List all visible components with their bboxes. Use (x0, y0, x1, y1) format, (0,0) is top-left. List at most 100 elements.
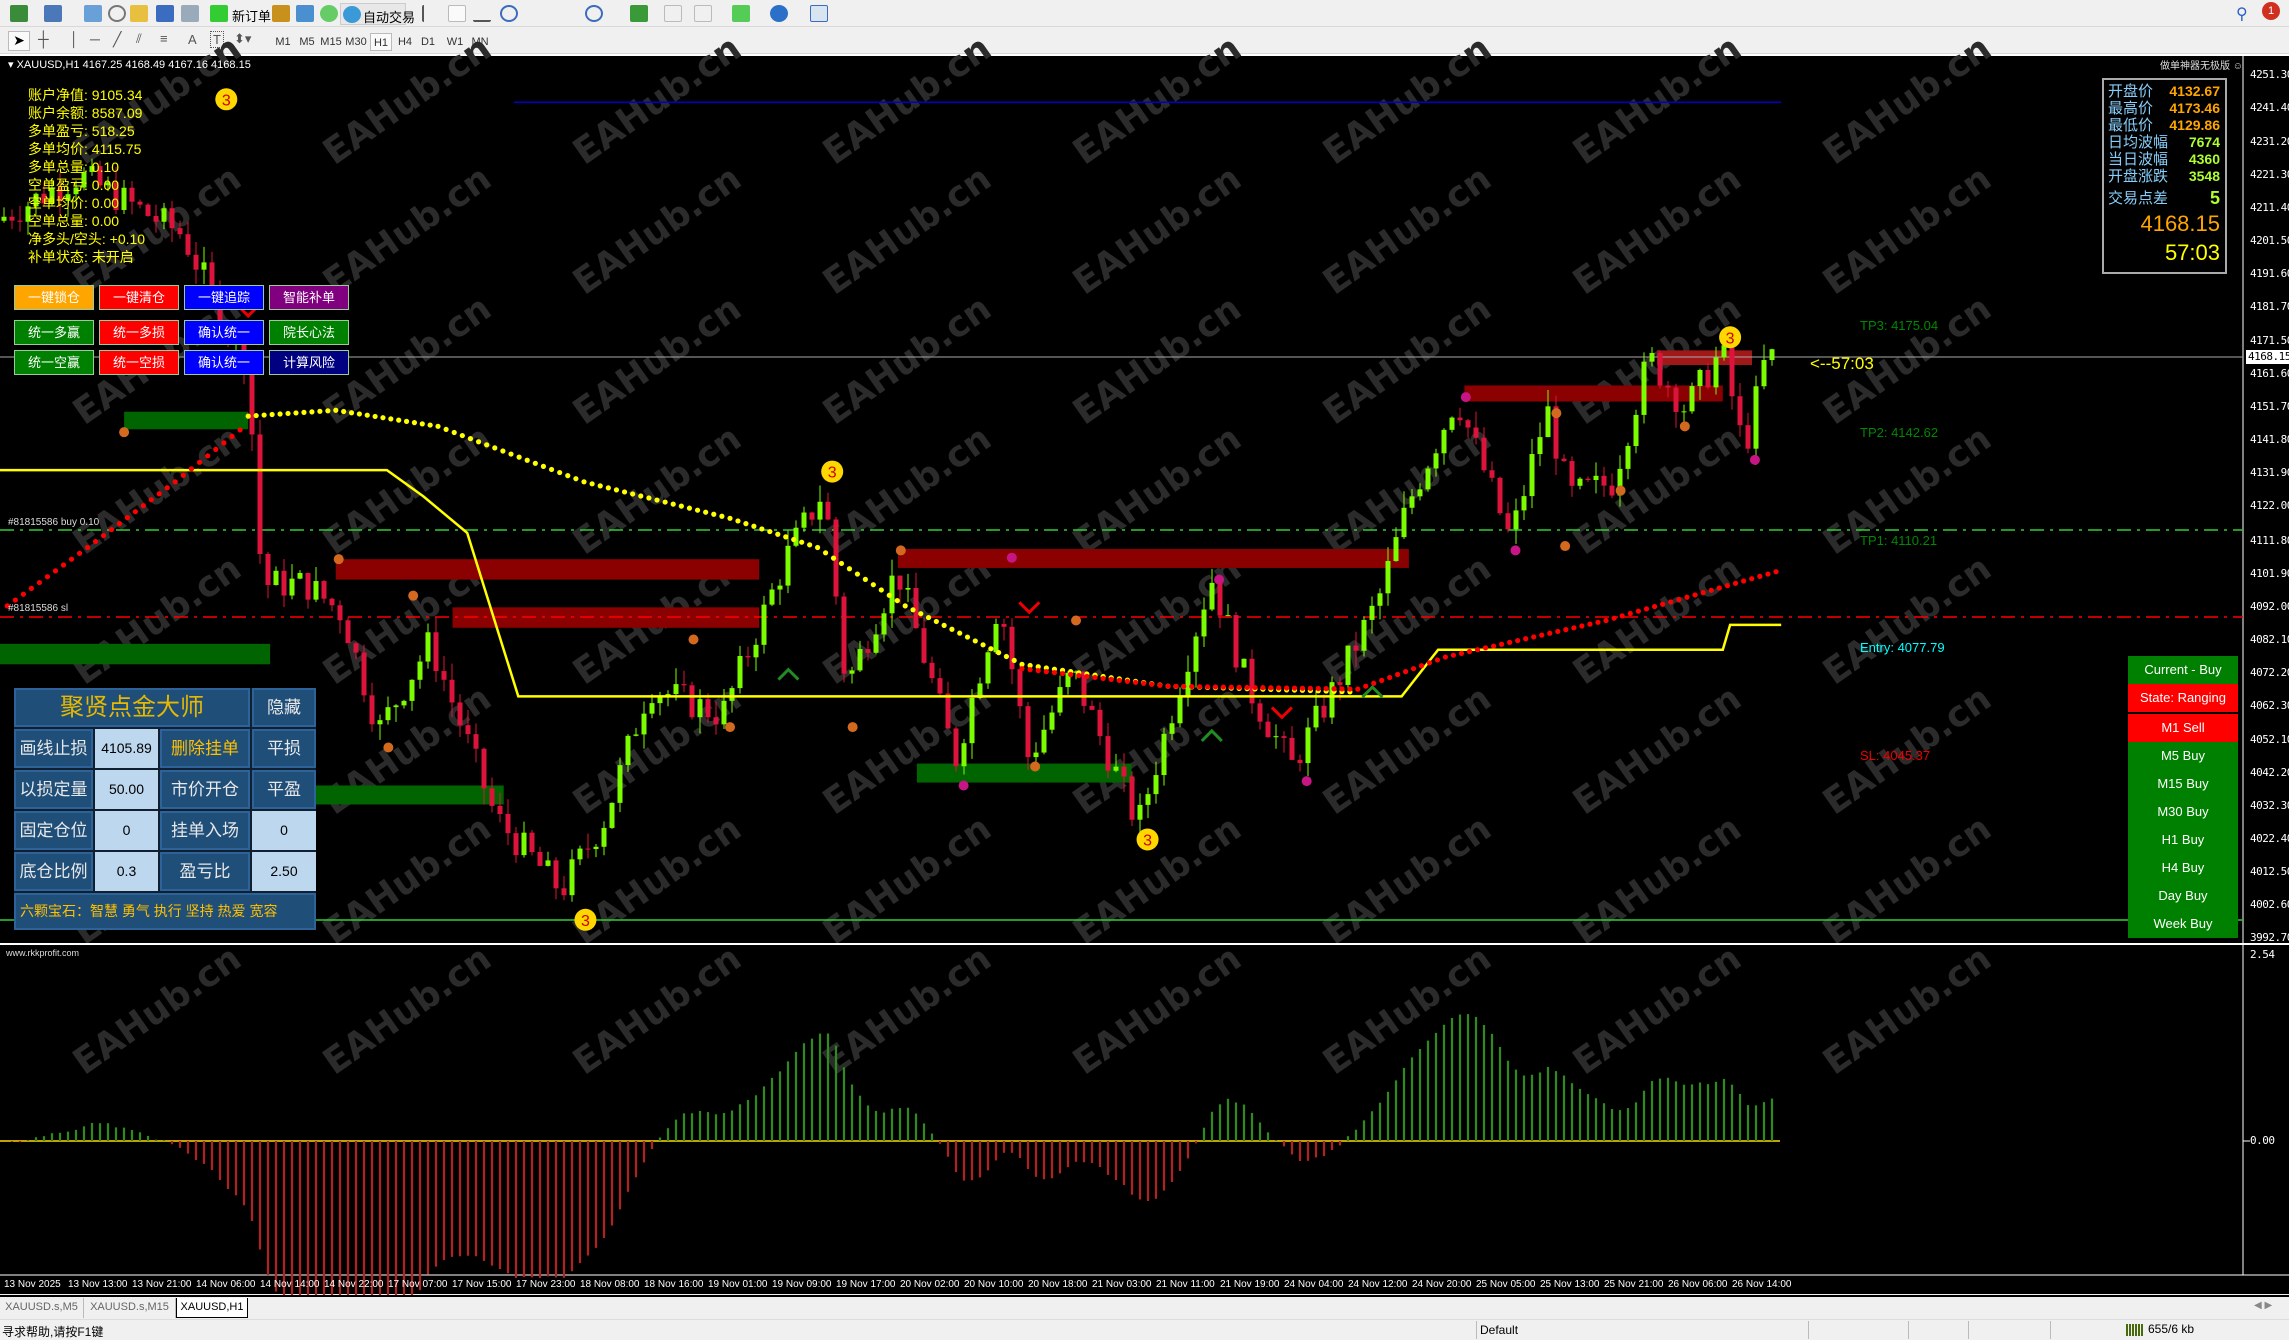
timeframe-m5[interactable]: M5 (299, 36, 315, 48)
panel-value-input[interactable]: 0 (252, 811, 316, 850)
ma-dot (933, 618, 939, 625)
navigator-icon[interactable] (130, 5, 148, 22)
hide-button[interactable]: 隐藏 (252, 688, 316, 727)
timeframe-m15[interactable]: M15 (320, 36, 342, 48)
trail-dot (1157, 682, 1163, 688)
crosshair-data-window-icon[interactable] (108, 5, 126, 22)
timeframe-m30[interactable]: M30 (345, 36, 367, 48)
timeframe-h4[interactable]: H4 (397, 36, 413, 48)
candle (289, 578, 295, 596)
panel-value-input[interactable]: 0.3 (95, 852, 158, 891)
market-icon[interactable] (320, 5, 338, 22)
chart-tab[interactable]: XAUUSD.s,M15 (84, 1298, 176, 1318)
action-button[interactable]: 统一多损 (99, 320, 179, 345)
panel-action-button[interactable]: 删除挂单 (160, 729, 250, 768)
timeframe-m1[interactable]: M1 (275, 36, 291, 48)
action-button[interactable]: 计算风险 (269, 350, 349, 375)
search-icon[interactable]: ⚲ (2236, 6, 2248, 23)
timeframe-w1[interactable]: W1 (446, 36, 464, 48)
candlestick-chart-icon[interactable] (448, 5, 466, 22)
periods-icon[interactable] (770, 5, 788, 22)
auto-trading-button[interactable]: 自动交易 (340, 3, 415, 25)
trendline-icon[interactable]: ╱ (113, 31, 122, 47)
trail-dot (1450, 652, 1457, 658)
panel-close-button[interactable]: 平盈 (252, 770, 316, 809)
action-button[interactable]: 确认统一 (184, 320, 264, 345)
entry-label: Entry: 4077.79 (1860, 640, 1945, 655)
ma-dot (516, 454, 522, 460)
ma-dot (751, 523, 757, 529)
info-value: 未开启 (91, 249, 134, 265)
profiles-icon[interactable] (44, 5, 62, 22)
action-button[interactable]: 院长心法 (269, 320, 349, 345)
trail-dot (1749, 576, 1755, 582)
crosshair-icon[interactable]: ┼ (38, 31, 49, 48)
panel-value-input[interactable]: 2.50 (252, 852, 316, 891)
templates-icon[interactable] (810, 5, 828, 22)
text-icon[interactable]: A (188, 32, 197, 47)
panel-close-button[interactable]: 平损 (252, 729, 316, 768)
panel-value-input[interactable]: 0 (95, 811, 158, 850)
action-button[interactable]: 确认统一 (184, 350, 264, 375)
auto-scroll-icon[interactable] (694, 5, 712, 22)
action-button[interactable]: 一键锁仓 (14, 285, 94, 310)
action-button[interactable]: 统一空损 (99, 350, 179, 375)
horizontal-line-icon[interactable]: ─ (90, 31, 100, 47)
new-order-button[interactable]: 新订单 (210, 3, 271, 25)
bar-chart-icon[interactable] (422, 5, 432, 22)
timeframe-mn[interactable]: MN (471, 36, 489, 48)
scroll-tabs-arrows[interactable]: ◀ ▶ (2254, 1300, 2273, 1311)
new-chart-icon[interactable] (10, 5, 28, 22)
ma-dot (646, 495, 652, 501)
candle (1289, 737, 1295, 760)
ma-dot (838, 560, 845, 567)
arrows-icon[interactable]: ⬍▾ (234, 31, 252, 46)
candle (801, 512, 807, 528)
zoom-out-icon[interactable] (585, 5, 603, 22)
channel-icon[interactable]: ⫽ (136, 31, 142, 46)
timeframe-h1[interactable]: H1 (370, 33, 392, 51)
panel-value-input[interactable]: 4105.89 (95, 729, 158, 768)
action-button[interactable]: 一键追踪 (184, 285, 264, 310)
metaeditor-icon[interactable] (272, 5, 290, 22)
market-watch-icon[interactable] (84, 5, 102, 22)
action-button[interactable]: 统一空赢 (14, 350, 94, 375)
panel-action-button[interactable]: 盈亏比 (160, 852, 250, 891)
action-button[interactable]: 一键清仓 (99, 285, 179, 310)
info-value: 0.00 (91, 195, 120, 211)
text-label-icon[interactable]: T (210, 31, 224, 48)
chart-tab[interactable]: XAUUSD.s,M5 (0, 1298, 84, 1318)
zoom-in-icon[interactable] (500, 5, 518, 22)
candle (1665, 385, 1671, 388)
chart-shift-icon[interactable] (664, 5, 682, 22)
cursor-icon[interactable]: ➤ (8, 31, 30, 51)
oscillator-label: www.rkkprofit.com (6, 948, 80, 958)
tile-windows-icon[interactable] (630, 5, 648, 22)
candle (1041, 729, 1047, 753)
osc-axis-zero: 0.00 (2250, 1134, 2275, 1147)
fibonacci-icon[interactable]: ≡ (160, 31, 168, 46)
main-toolbar: 新订单 自动交易 ⚲ 1 (0, 0, 2289, 27)
ma-dot (411, 420, 418, 426)
action-button[interactable]: 统一多赢 (14, 320, 94, 345)
line-chart-icon[interactable] (473, 5, 491, 22)
vertical-line-icon[interactable]: │ (70, 31, 79, 47)
notification-badge[interactable]: 1 (2262, 2, 2280, 20)
strategy-tester-icon[interactable] (181, 5, 199, 22)
panel-action-button[interactable]: 市价开仓 (160, 770, 250, 809)
trade-panel-title: 聚贤点金大师 (14, 688, 250, 727)
signals-icon[interactable] (296, 5, 314, 22)
panel-action-button[interactable]: 挂单入场 (160, 811, 250, 850)
panel-value-input[interactable]: 50.00 (95, 770, 158, 809)
indicators-icon[interactable] (732, 5, 750, 22)
chart-tab[interactable]: XAUUSD,H1 (176, 1298, 248, 1318)
ma-dot (988, 646, 994, 652)
candle (1673, 387, 1679, 412)
trail-dot (1426, 660, 1433, 666)
timeframe-d1[interactable]: D1 (420, 36, 436, 48)
action-button[interactable]: 智能补单 (269, 285, 349, 310)
candle (1641, 361, 1647, 415)
terminal-icon[interactable] (156, 5, 174, 22)
pivot-marker (1679, 421, 1690, 432)
